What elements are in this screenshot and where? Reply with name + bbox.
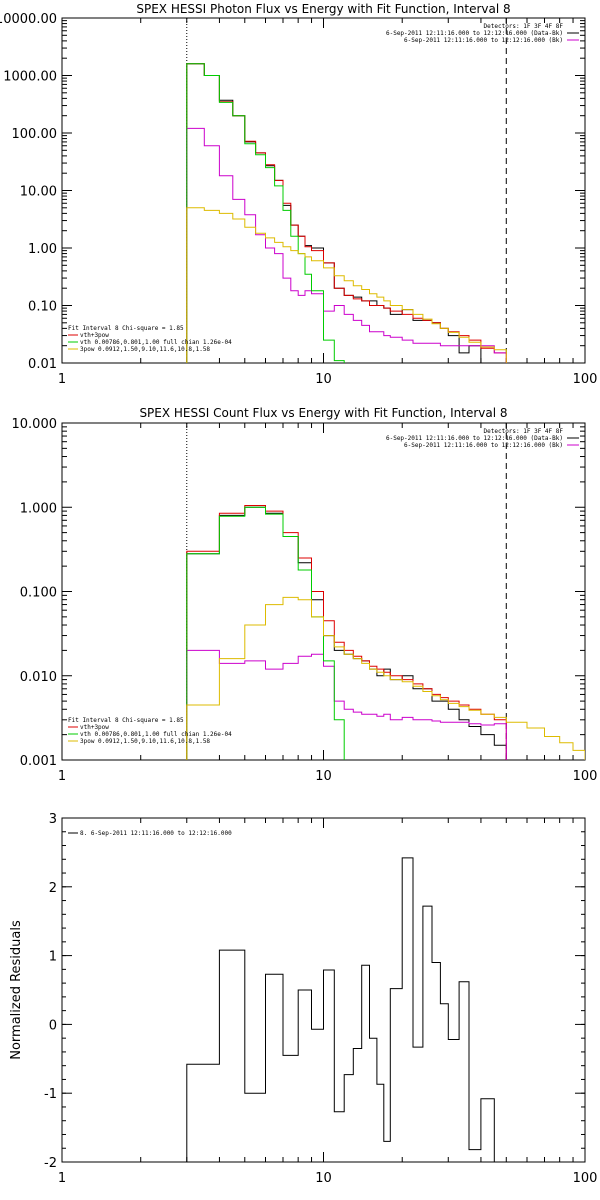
y-tick-label: 1 <box>49 950 57 965</box>
x-tick-label: 1 <box>58 1171 66 1186</box>
y-tick-label: 100.00 <box>12 127 58 142</box>
series-vth <box>186 63 507 363</box>
series-bk <box>186 127 507 363</box>
y-tick-label: 1000.00 <box>3 70 57 85</box>
y-tick-label: 0.01 <box>28 357 57 372</box>
series-data-bk <box>186 63 507 363</box>
legend-entry: vth 0.00786,0.801,1.00 full chian 1.26e-… <box>80 339 232 346</box>
chart-title: SPEX HESSI Photon Flux vs Energy with Fi… <box>136 2 510 16</box>
legend-entry: 8. 6-Sep-2011 12:11:16.000 to 12:12:16.0… <box>80 830 232 837</box>
x-tick-label: 10 <box>315 372 332 387</box>
series-bk <box>186 649 507 760</box>
x-tick-label: 100 <box>573 372 598 387</box>
series-3pow <box>186 596 585 760</box>
y-tick-label: 1.000 <box>20 501 57 516</box>
y-tick-label: 0.10 <box>28 300 57 315</box>
y-tick-label: 2 <box>49 881 57 896</box>
legend-entry: 6-Sep-2011 12:11:16.000 to 12:12:16.000 … <box>386 435 563 442</box>
y-tick-label: 0.100 <box>20 586 57 601</box>
y-tick-label: 10.000 <box>12 417 58 432</box>
y-tick-label: -1 <box>44 1087 57 1102</box>
legend-entry: 6-Sep-2011 12:11:16.000 to 12:12:16.000 … <box>386 30 563 37</box>
x-tick-label: 1 <box>58 372 66 387</box>
legend-entry: Detectors: 1F 3F 4F 8F <box>484 23 564 30</box>
x-tick-label: 1 <box>58 769 66 784</box>
legend-entry: vth 0.00786,0.801,1.00 full chian 1.26e-… <box>80 731 232 738</box>
x-tick-label: 100 <box>573 769 598 784</box>
y-tick-label: 3 <box>49 812 57 827</box>
legend-entry: vth+3pow <box>80 724 109 731</box>
x-tick-label: 10 <box>315 1171 332 1186</box>
y-tick-label: 1.00 <box>28 242 57 257</box>
y-tick-label: 0.001 <box>20 754 57 769</box>
series-residuals <box>186 857 495 1162</box>
legend-entry: Fit Interval 8 Chi-square = 1.85 <box>68 325 184 332</box>
y-tick-label: 0 <box>49 1018 57 1033</box>
legend-entry: Detectors: 1F 3F 4F 8F <box>484 428 564 435</box>
legend-entry: 6-Sep-2011 12:11:16.000 to 12:12:16.000 … <box>404 442 563 449</box>
legend-entry: 3pow 0.0912,1.50,9.10,11.6,10.8,1.58 <box>80 738 210 745</box>
chart-title: SPEX HESSI Count Flux vs Energy with Fit… <box>139 406 507 420</box>
legend-entry: 6-Sep-2011 12:11:16.000 to 12:12:16.000 … <box>404 37 563 44</box>
y-tick-label: 0.010 <box>20 670 57 685</box>
legend-entry: 3pow 0.0912,1.50,9.10,11.6,10.8,1.58 <box>80 346 210 353</box>
series-3pow <box>186 207 507 363</box>
series-vth <box>186 506 507 760</box>
y-tick-label: -2 <box>44 1156 57 1171</box>
x-tick-label: 10 <box>315 769 332 784</box>
y-tick-label: 10000.00 <box>0 12 57 27</box>
legend-entry: vth+3pow <box>80 332 109 339</box>
y-tick-label: 10.00 <box>20 185 57 200</box>
count-flux-panel: SPEX HESSI Count Flux vs Energy with Fit… <box>12 406 598 784</box>
x-tick-label: 100 <box>573 1171 598 1186</box>
photon-flux-panel: SPEX HESSI Photon Flux vs Energy with Fi… <box>0 2 597 387</box>
y-axis-label: Normalized Residuals <box>9 920 24 1060</box>
residuals-panel: Normalized Residuals 1 10 100 -2 -1 0 1 2 3 8. 6-S… <box>9 812 597 1186</box>
legend-entry: Fit Interval 8 Chi-square = 1.85 <box>68 717 184 724</box>
series-vth-3pow <box>186 63 507 363</box>
